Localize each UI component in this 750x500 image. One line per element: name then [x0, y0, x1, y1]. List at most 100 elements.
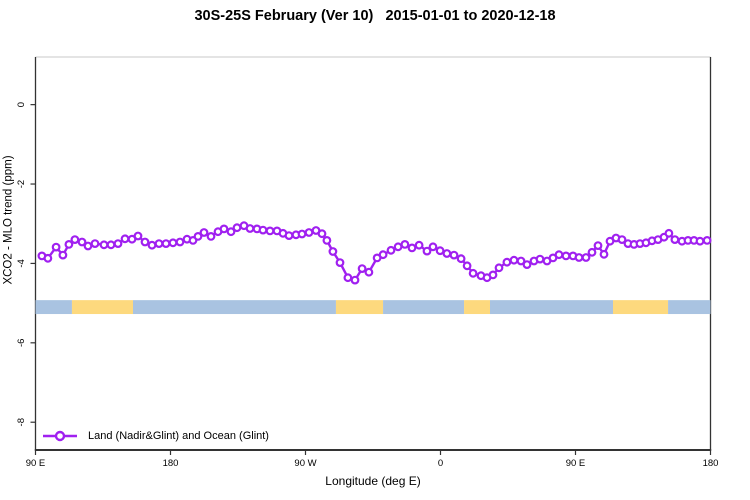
data-point-marker [322, 235, 332, 245]
legend: Land (Nadir&Glint) and Ocean (Glint) [40, 428, 269, 444]
y-tick-label: -2 [16, 180, 27, 188]
data-point-marker [587, 247, 597, 257]
data-point-marker [120, 234, 130, 244]
data-point-marker [581, 253, 591, 262]
data-point-marker [364, 267, 374, 277]
data-point-marker [554, 250, 564, 260]
data-point-marker [133, 231, 143, 241]
coverage-bar-segment-land [613, 300, 669, 315]
data-point-marker [343, 273, 353, 283]
data-point-marker [593, 241, 603, 251]
data-point-marker [58, 250, 68, 260]
y-axis-title: XCO2 - MLO trend (ppm) [0, 20, 20, 420]
data-point-marker [193, 231, 203, 241]
data-point-marker [232, 223, 242, 233]
data-point-marker [328, 247, 338, 256]
y-tick-label: -8 [16, 418, 27, 426]
data-point-marker [51, 242, 61, 252]
data-point-marker [77, 237, 87, 247]
x-tick-label: 90 E [26, 458, 46, 469]
legend-label: Land (Nadir&Glint) and Ocean (Glint) [88, 430, 269, 442]
data-point-marker [43, 253, 53, 263]
data-point-marker [561, 251, 571, 261]
data-point-marker [414, 240, 424, 250]
x-tick-label: 180 [703, 458, 719, 469]
data-point-marker [456, 254, 466, 264]
coverage-bar-segment-ocean [668, 300, 711, 315]
coverage-bar-segment-land [71, 300, 133, 315]
data-point-marker [335, 258, 345, 268]
data-point-marker [468, 268, 478, 278]
data-point-marker [140, 237, 150, 247]
data-point-marker [226, 227, 236, 237]
data-point-marker [175, 237, 185, 247]
data-point-marker [113, 239, 123, 249]
y-tick-label: -4 [16, 259, 27, 267]
data-point-marker [317, 229, 327, 239]
data-point-marker [154, 239, 164, 249]
data-point-marker [386, 245, 396, 255]
data-point-marker [99, 240, 109, 250]
data-point-marker [407, 243, 417, 253]
data-point-marker [617, 235, 627, 245]
data-point-marker [664, 228, 674, 238]
data-point-marker [702, 235, 712, 245]
data-point-marker [670, 235, 680, 245]
y-tick-label: -6 [16, 339, 27, 347]
data-point-marker [695, 236, 705, 246]
data-point-marker [64, 239, 74, 249]
data-point-marker [206, 231, 216, 241]
data-point-marker [488, 270, 498, 280]
data-point-marker [574, 253, 584, 262]
data-point-marker [400, 239, 410, 249]
data-point-marker [297, 229, 307, 239]
coverage-bar-segment-ocean [490, 300, 613, 315]
coverage-bar-segment-ocean [35, 300, 72, 315]
data-point-marker [199, 228, 209, 237]
data-point-marker [258, 225, 268, 235]
data-point-marker [509, 255, 519, 265]
data-point-marker [106, 240, 116, 250]
x-axis-title: Longitude (deg E) [325, 474, 421, 488]
coverage-bar-segment-land [464, 300, 490, 315]
data-point-marker [435, 246, 445, 256]
data-point-marker [265, 226, 275, 236]
data-point-marker [70, 235, 80, 245]
data-point-marker [284, 231, 294, 241]
data-point-marker [422, 246, 432, 256]
data-point-marker [304, 228, 314, 237]
data-point-marker [516, 256, 526, 266]
data-point-marker [219, 224, 229, 234]
legend-marker-icon [43, 430, 77, 442]
data-point-marker [462, 261, 472, 271]
x-tick-label: 90 E [566, 458, 586, 469]
x-tick-label: 0 [438, 458, 443, 469]
x-tick-label: 90 W [294, 458, 316, 469]
data-point-marker [90, 239, 100, 249]
coverage-bar-segment-land [335, 300, 384, 315]
data-point-marker [161, 239, 171, 249]
data-point-marker [442, 249, 452, 258]
data-point-marker [522, 260, 532, 270]
data-point-marker [393, 242, 403, 252]
data-point-marker [168, 238, 178, 248]
data-point-marker [535, 254, 545, 264]
y-axis-title-text: XCO2 - MLO trend (ppm) [3, 155, 15, 285]
data-point-marker [147, 240, 157, 250]
data-point-marker [245, 224, 255, 233]
data-point-marker [599, 249, 609, 259]
data-point-marker [494, 263, 504, 273]
chart-title: 30S-25S February (Ver 10) 2015-01-01 to … [194, 8, 556, 24]
x-tick-label: 180 [163, 458, 179, 469]
coverage-bar-segment-ocean [133, 300, 336, 315]
data-point-marker [449, 250, 459, 260]
coverage-bar-segment-ocean [383, 300, 465, 315]
data-point-marker [428, 242, 438, 252]
data-point-marker [357, 264, 367, 274]
y-tick-label: 0 [16, 102, 27, 107]
data-point-marker [350, 275, 360, 285]
data-point-marker [502, 257, 512, 267]
data-point-marker [83, 241, 93, 251]
